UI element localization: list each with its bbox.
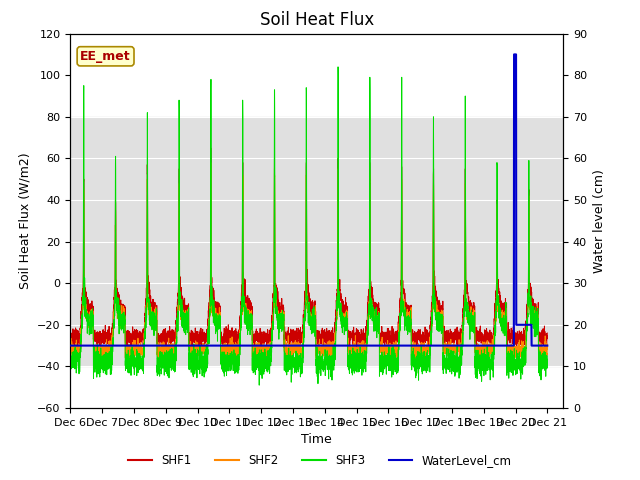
Y-axis label: Water level (cm): Water level (cm) <box>593 169 605 273</box>
Legend: SHF1, SHF2, SHF3, WaterLevel_cm: SHF1, SHF2, SHF3, WaterLevel_cm <box>124 449 516 472</box>
Bar <box>70 117 563 366</box>
X-axis label: Time: Time <box>301 433 332 446</box>
Y-axis label: Soil Heat Flux (W/m2): Soil Heat Flux (W/m2) <box>19 153 31 289</box>
Text: EE_met: EE_met <box>80 50 131 63</box>
Title: Soil Heat Flux: Soil Heat Flux <box>260 11 374 29</box>
